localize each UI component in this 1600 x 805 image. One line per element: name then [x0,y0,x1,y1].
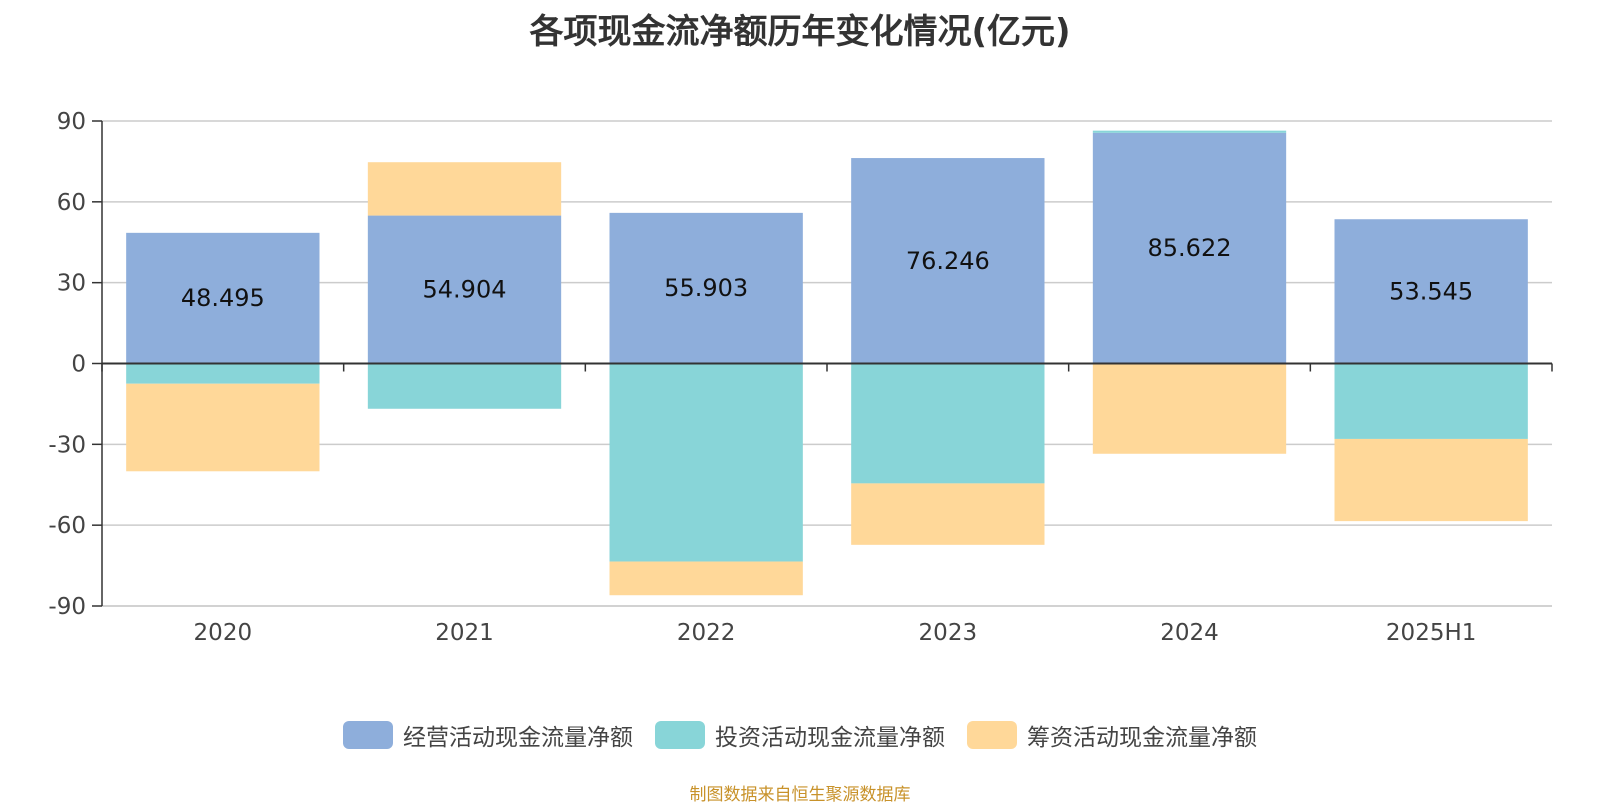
legend-swatch [655,721,705,749]
bar-2025H1-series-1 [1334,363,1528,439]
data-labels: 48.495 54.904 55.903 76.246 85.622 53.545 [181,234,1473,312]
legend-item[interactable]: 投资活动现金流量净额 [655,718,945,752]
bar-2022-series-0 [609,212,803,364]
x-tick-label: 2022 [677,620,736,646]
bar-2021-series-2 [367,162,562,216]
y-tick-label: 90 [57,109,86,135]
bar-2021-series-0 [367,215,562,364]
bar-2022-series-1 [609,363,803,562]
y-tick-label: 60 [57,190,86,216]
x-tick-label: 2021 [435,620,494,646]
legend-item[interactable]: 经营活动现金流量净额 [343,718,633,752]
x-tick-label: 2020 [194,620,253,646]
legend-label: 经营活动现金流量净额 [403,725,633,751]
bar-2021-series-1 [367,363,562,409]
y-tick-label: -60 [48,513,86,539]
legend-item[interactable]: 筹资活动现金流量净额 [967,718,1257,752]
x-tick-label: 2025H1 [1386,620,1476,646]
y-tick-label: 0 [71,352,86,378]
legend-label: 筹资活动现金流量净额 [1027,725,1257,751]
bar-2023-series-0 [851,158,1045,364]
axes: 90 60 30 0 -30 -60 -90 2020 2021 2022 2023 2024 2025… [48,109,1553,646]
data-label: 54.904 [423,276,507,304]
data-label: 76.246 [906,247,990,275]
x-tick-label: 2024 [1160,620,1219,646]
bar-2024-series-2 [1092,363,1287,454]
bars [126,130,1528,596]
data-label: 53.545 [1389,277,1473,305]
bar-2024-series-1 [1092,130,1287,133]
bar-2020-series-2 [126,383,320,472]
bar-2023-series-2 [851,483,1045,545]
legend-swatch [343,721,393,749]
y-tick-label: -30 [48,432,86,458]
bar-2023-series-1 [851,363,1045,484]
bar-2022-series-2 [609,561,803,596]
data-label: 48.495 [181,284,265,312]
bar-2025H1-series-2 [1334,438,1528,522]
bar-2020-series-0 [126,232,320,364]
legend-swatch [967,721,1017,749]
y-tick-label: 30 [57,271,86,297]
legend-label: 投资活动现金流量净额 [715,725,945,751]
data-label: 55.903 [664,274,748,302]
y-tick-label: -90 [48,594,86,620]
x-tick-label: 2023 [919,620,978,646]
bar-2024-series-0 [1092,132,1287,364]
bar-2020-series-1 [126,363,320,384]
chart-title: 各项现金流净额历年变化情况(亿元) [529,12,1071,52]
data-label: 85.622 [1148,234,1232,262]
bar-2025H1-series-0 [1334,219,1528,364]
legend: 经营活动现金流量净额 投资活动现金流量净额 筹资活动现金流量净额 [0,718,1600,752]
grid-lines [102,120,1552,607]
source-note: 制图数据来自恒生聚源数据库 [689,785,911,805]
